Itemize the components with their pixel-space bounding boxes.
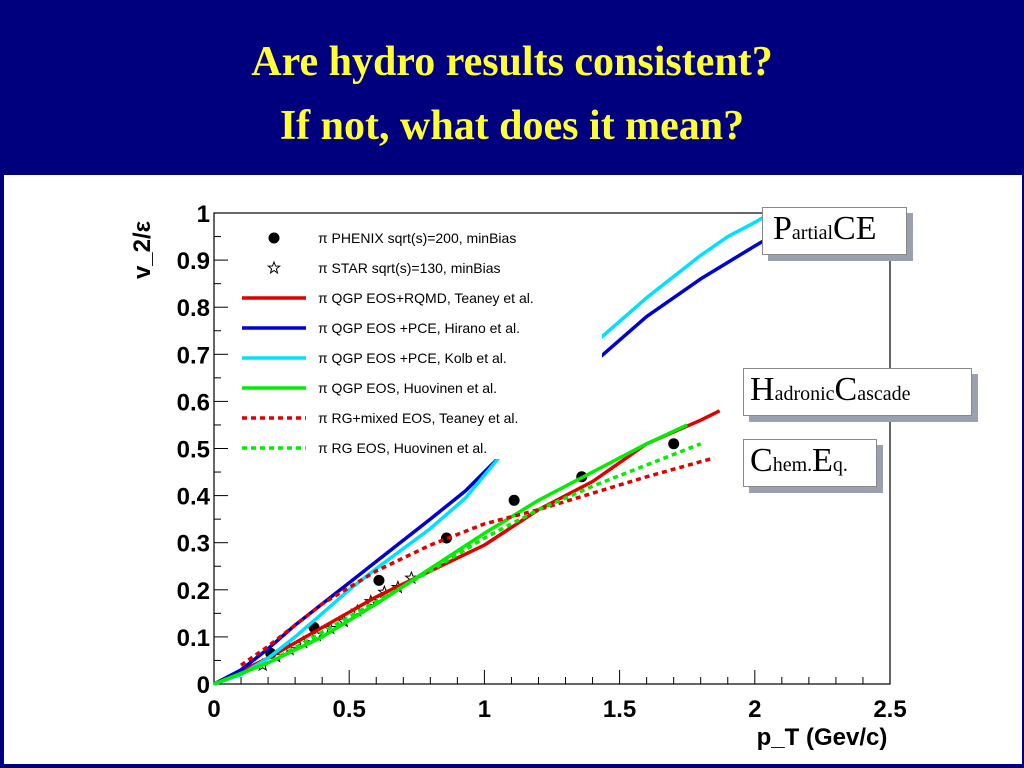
callout-text: CE xyxy=(833,210,877,247)
y-tick-label: 0 xyxy=(197,672,210,699)
x-tick-label: 2 xyxy=(748,696,761,723)
x-tick-label: 0.5 xyxy=(333,696,366,723)
legend-label: π QGP EOS +PCE, Kolb et al. xyxy=(318,350,507,366)
callout-text: C xyxy=(834,371,858,408)
y-tick-label: 0.4 xyxy=(177,484,211,511)
callout-hadronic-cascade: HadronicCascade xyxy=(743,368,972,416)
y-tick-label: 0.1 xyxy=(177,625,210,652)
legend-label: π QGP EOS +PCE, Hirano et al. xyxy=(318,320,520,336)
callout-text: P xyxy=(773,210,792,247)
plot-panel: 0 0.5 1 1.5 2 2.5 0 0.1 0.2 0.3 0.4 0.5 0.6 0.7 0.8 0.9… xyxy=(4,175,1022,764)
y-tick-label: 1 xyxy=(197,201,210,228)
y-tick-label: 0.7 xyxy=(177,342,210,369)
callout-text: C xyxy=(750,442,773,479)
y-axis-label: v_2/ε xyxy=(129,221,156,279)
legend-label: π RG EOS, Huovinen et al. xyxy=(318,440,487,456)
phenix-point xyxy=(668,438,680,450)
star-point xyxy=(363,594,378,608)
legend-marker xyxy=(268,232,280,244)
y-tick-label: 0.5 xyxy=(177,437,210,464)
callout-text: adronic xyxy=(774,383,835,405)
callout-text: H xyxy=(750,371,775,408)
title-line-1: Are hydro results consistent? xyxy=(251,39,773,85)
y-tick-label: 0.6 xyxy=(177,389,210,416)
phenix-point xyxy=(508,494,520,506)
y-tick-label: 0.2 xyxy=(177,578,210,605)
callout-chem-eq: Chem.Eq. xyxy=(743,439,877,487)
x-tick-label: 1.5 xyxy=(603,696,636,723)
callout-text: hem. xyxy=(772,454,813,476)
y-tick-label: 0.8 xyxy=(177,295,210,322)
callout-text: E xyxy=(812,442,833,479)
y-tick-label: 0.3 xyxy=(177,531,210,558)
series-line-4 xyxy=(213,216,764,686)
legend-box xyxy=(232,219,602,459)
callout-text: q. xyxy=(832,454,848,476)
x-tick-label: 0 xyxy=(207,696,220,723)
x-tick-label: 1 xyxy=(478,696,491,723)
phenix-point xyxy=(441,532,453,544)
legend-label: π QGP EOS, Huovinen et al. xyxy=(318,380,497,396)
legend-marker xyxy=(266,260,282,275)
legend-label: π RG+mixed EOS, Teaney et al. xyxy=(318,410,518,426)
callout-text: ascade xyxy=(857,383,911,405)
callout-partial-ce: PartialCE xyxy=(762,207,908,255)
y-tick-label: 0.9 xyxy=(177,248,210,275)
title-line-2: If not, what does it mean? xyxy=(279,103,745,149)
callout-text: artial xyxy=(791,222,834,244)
series-line-5 xyxy=(213,423,688,686)
x-tick-label: 2.5 xyxy=(873,696,906,723)
series-line-6 xyxy=(239,456,715,667)
legend-label: π QGP EOS+RQMD, Teaney et al. xyxy=(318,290,534,306)
phenix-point xyxy=(373,574,385,586)
slide-title: Are hydro results consistent? If not, wh… xyxy=(0,30,1024,158)
legend-label: π PHENIX sqrt(s)=200, minBias xyxy=(318,230,516,246)
x-axis-label: p_T (Gev/c) xyxy=(757,724,888,751)
legend-label: π STAR sqrt(s)=130, minBias xyxy=(318,260,501,276)
